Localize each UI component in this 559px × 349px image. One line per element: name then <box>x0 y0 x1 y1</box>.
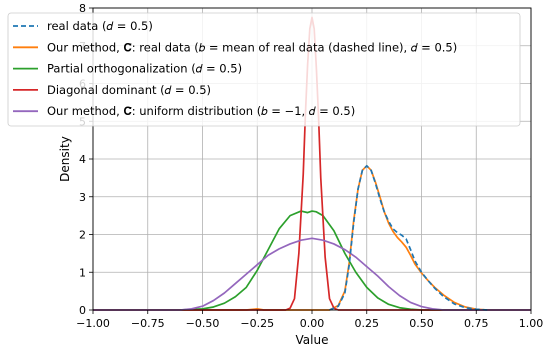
x-tick-label: 0.75 <box>464 317 489 330</box>
series-line-4 <box>93 237 531 311</box>
legend-box <box>7 12 521 127</box>
y-tick-label: 8 <box>79 2 86 15</box>
x-tick-label: −0.25 <box>240 317 274 330</box>
x-tick-label: −1.00 <box>76 317 110 330</box>
y-tick-label: 0 <box>79 304 86 317</box>
legend-entry-2: Partial orthogonalization (𝑑 = 0.5) <box>47 62 242 76</box>
y-tick-label: 3 <box>79 191 86 204</box>
x-tick-label: 0.00 <box>300 317 325 330</box>
x-tick-label: −0.50 <box>186 317 220 330</box>
x-tick-label: 0.50 <box>409 317 434 330</box>
legend-entry-3: Diagonal dominant (𝑑 = 0.5) <box>47 83 211 97</box>
x-tick-label: 1.00 <box>519 317 544 330</box>
y-axis-label: Density <box>58 136 72 182</box>
series-line-2 <box>93 210 531 311</box>
legend-entry-1: Our method, 𝐂̄: real data (𝑏 = mean of r… <box>47 40 457 54</box>
legend-entry-4: Our method, 𝐂̄: uniform distribution (𝑏 … <box>47 104 355 118</box>
legend: real data (𝑑 = 0.5) Our method, 𝐂̄: real … <box>7 12 521 127</box>
x-tick-label: 0.25 <box>355 317 380 330</box>
y-tick-label: 2 <box>79 229 86 242</box>
legend-entry-0: real data (𝑑 = 0.5) <box>47 19 153 33</box>
axis-ticks: −1.00 −0.75 −0.50 −0.25 0.00 0.25 0.50 0.75 1.00… <box>76 2 543 330</box>
x-tick-label: −0.75 <box>131 317 165 330</box>
series-line-0 <box>329 164 488 311</box>
x-axis-label: Value <box>296 333 329 347</box>
y-tick-label: 4 <box>79 153 86 166</box>
y-tick-label: 1 <box>79 266 86 279</box>
